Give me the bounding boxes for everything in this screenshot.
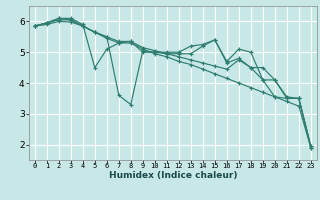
X-axis label: Humidex (Indice chaleur): Humidex (Indice chaleur) bbox=[108, 171, 237, 180]
